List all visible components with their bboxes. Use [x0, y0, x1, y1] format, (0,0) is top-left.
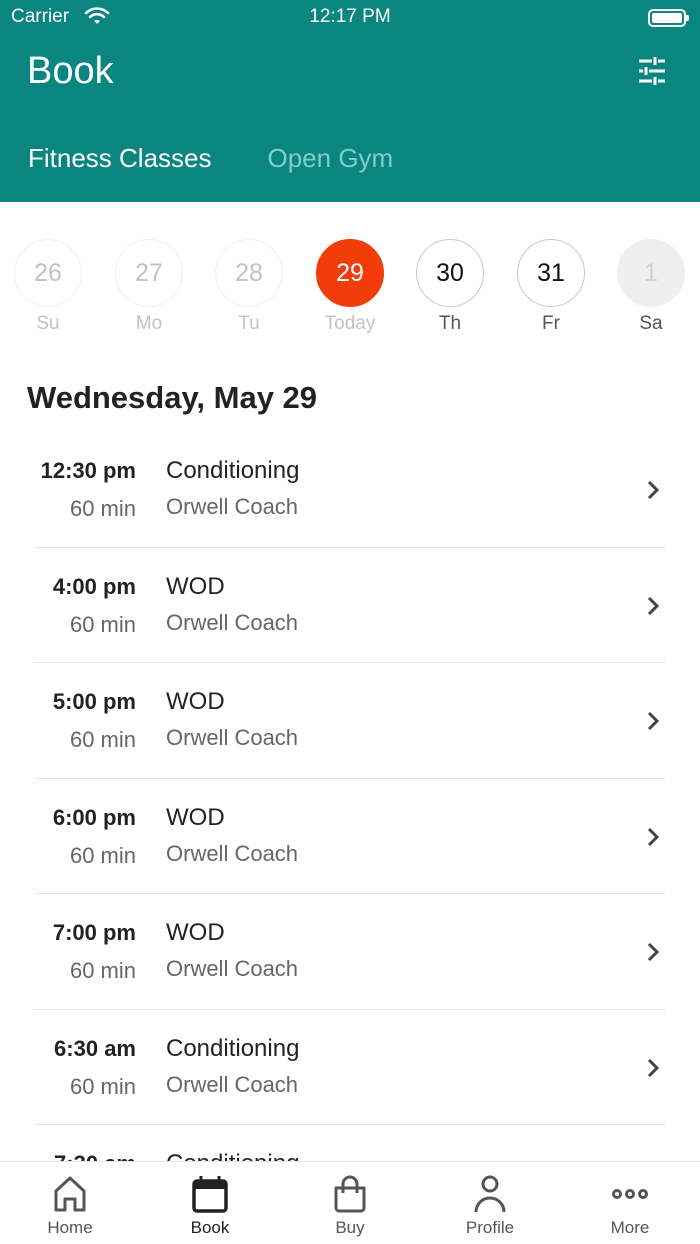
day-number: 31: [517, 239, 585, 307]
day-1: 1 Sa: [617, 239, 685, 335]
chevron-right-icon: [647, 711, 660, 731]
class-row[interactable]: 12:30 pm 60 min Conditioning Orwell Coac…: [0, 432, 700, 548]
class-time: 6:00 pm: [52, 804, 136, 830]
class-duration: 60 min: [69, 727, 136, 752]
day-31[interactable]: 31 Fr: [517, 239, 585, 335]
class-time: 6:30 am: [54, 1035, 136, 1061]
class-time: 4:00 pm: [52, 573, 136, 599]
carrier: Carrier: [11, 6, 70, 27]
class-duration: 60 min: [69, 611, 136, 637]
class-coach: Orwell Coach: [166, 840, 299, 866]
tab-book[interactable]: Book: [160, 1174, 260, 1238]
class-name: WOD: [166, 688, 225, 715]
class-coach: Orwell Coach: [166, 725, 299, 750]
class-time: 7:30 am: [54, 1151, 136, 1161]
class-coach: Orwell Coach: [166, 494, 299, 519]
day-label: Su: [36, 313, 60, 334]
day-number: 29: [316, 239, 384, 307]
class-row[interactable]: 4:00 pm 60 min WOD Orwell Coach: [0, 548, 700, 664]
class-time: 12:30 pm: [40, 458, 136, 483]
tab-label: Home: [47, 1218, 93, 1237]
day-number: 26: [14, 239, 82, 307]
calendar-icon: [192, 1176, 228, 1213]
class-name: Conditioning: [166, 457, 300, 484]
day-label: Today: [324, 313, 376, 334]
class-coach: Orwell Coach: [166, 1071, 299, 1097]
date-heading: Wednesday, May 29: [27, 380, 318, 415]
tab-label: Profile: [465, 1218, 515, 1237]
tab-fitness-classes[interactable]: Fitness Classes: [28, 143, 212, 173]
tab-bar: Home Book Buy Profile More: [0, 1161, 700, 1244]
chevron-right-icon: [647, 1058, 660, 1077]
tab-label: More: [610, 1218, 650, 1237]
class-name: WOD: [166, 803, 225, 831]
person-icon: [474, 1175, 506, 1213]
class-row[interactable]: 6:00 pm 60 min WOD Orwell Coach: [0, 779, 700, 895]
class-row[interactable]: 7:00 pm 60 min WOD Orwell Coach: [0, 894, 700, 1010]
chevron-right-icon: [647, 480, 660, 500]
class-list[interactable]: 12:30 pm 60 min Conditioning Orwell Coac…: [0, 432, 700, 1161]
day-27[interactable]: 27 Mo: [115, 239, 183, 335]
wifi-icon: [84, 7, 110, 24]
page-title: Book: [27, 50, 114, 92]
more-icon: [612, 1189, 648, 1199]
tab-more[interactable]: More: [580, 1174, 680, 1238]
tab-buy[interactable]: Buy: [300, 1174, 400, 1238]
header: Carrier 12:17 PM Book Fitness Classes Op…: [0, 0, 700, 202]
class-name: Conditioning: [166, 1150, 299, 1161]
day-label: Sa: [639, 313, 663, 334]
class-row[interactable]: 5:00 pm 60 min WOD Orwell Coach: [0, 663, 700, 779]
tab-home[interactable]: Home: [20, 1174, 120, 1238]
class-time: 5:00 pm: [52, 689, 136, 714]
day-29-today[interactable]: 29 Today: [316, 239, 384, 335]
class-row[interactable]: 6:30 am 60 min Conditioning Orwell Coach: [0, 1010, 700, 1126]
sliders-icon[interactable]: [636, 56, 668, 86]
day-number: 28: [215, 239, 283, 307]
day-number: 27: [115, 239, 183, 307]
tab-label: Buy: [335, 1218, 365, 1237]
class-duration: 60 min: [69, 496, 136, 521]
day-30[interactable]: 30 Th: [416, 239, 484, 335]
day-28[interactable]: 28 Tu: [215, 239, 283, 335]
class-duration: 60 min: [69, 1073, 136, 1099]
home-icon: [54, 1176, 86, 1212]
shopping-bag-icon: [334, 1175, 366, 1213]
day-label: Fr: [542, 313, 560, 334]
class-name: WOD: [166, 919, 225, 946]
day-label: Tu: [238, 313, 260, 334]
class-name: WOD: [166, 572, 225, 600]
day-number: 1: [617, 239, 685, 307]
class-name: Conditioning: [166, 1034, 300, 1062]
chevron-right-icon: [647, 827, 660, 846]
day-label: Mo: [135, 313, 163, 334]
battery-icon: [648, 9, 689, 27]
day-26[interactable]: 26 Su: [14, 239, 82, 335]
class-coach: Orwell Coach: [166, 609, 299, 635]
clock: 12:17 PM: [309, 6, 391, 27]
class-coach: Orwell Coach: [166, 956, 299, 981]
chevron-right-icon: [647, 596, 660, 615]
tab-open-gym[interactable]: Open Gym: [267, 143, 394, 173]
class-row[interactable]: 7:30 am Conditioning: [0, 1125, 700, 1161]
class-duration: 60 min: [69, 958, 136, 983]
chevron-right-icon: [647, 942, 660, 962]
day-label: Th: [438, 313, 462, 334]
class-duration: 60 min: [69, 842, 136, 868]
class-time: 7:00 pm: [52, 920, 136, 945]
day-number: 30: [416, 239, 484, 307]
tab-label: Book: [190, 1218, 230, 1237]
status-bar: Carrier 12:17 PM: [0, 4, 700, 30]
tab-profile[interactable]: Profile: [440, 1174, 540, 1238]
